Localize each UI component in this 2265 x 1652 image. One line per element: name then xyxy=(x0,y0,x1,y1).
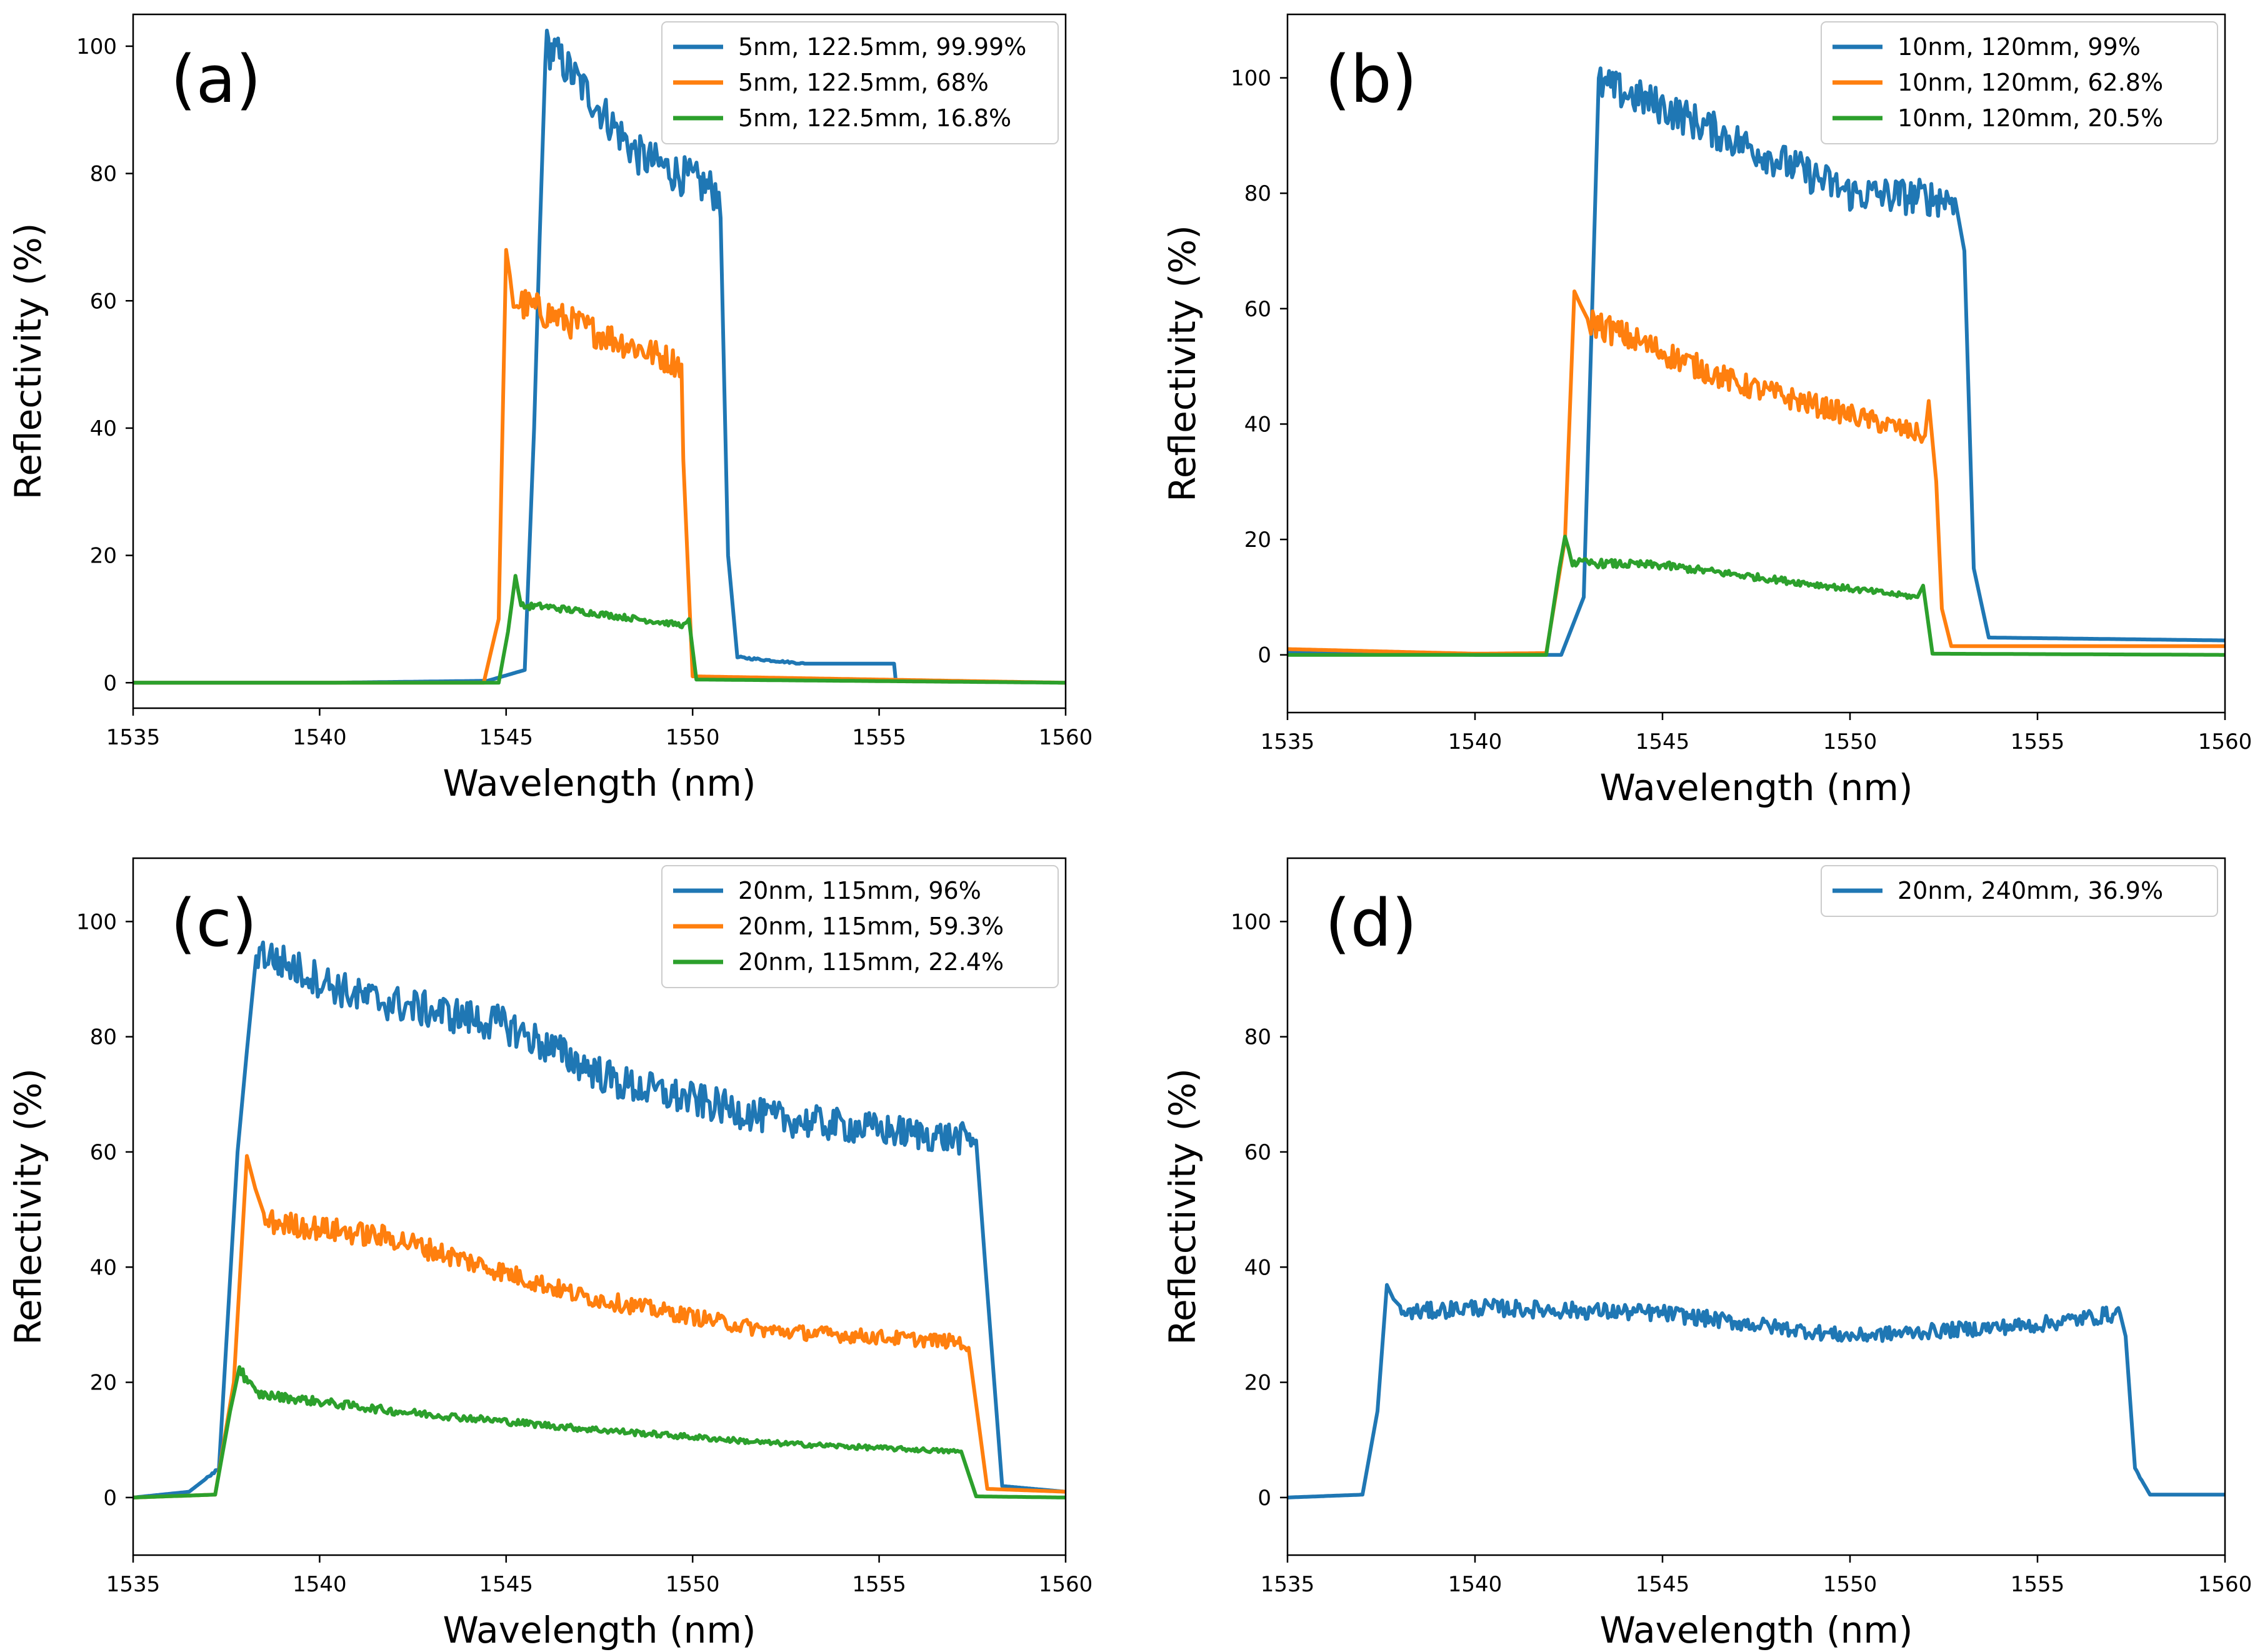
panel-label: (c) xyxy=(171,885,257,961)
legend-entry: 20nm, 115mm, 96% xyxy=(738,877,981,904)
y-tick-label: 100 xyxy=(76,909,117,934)
series-line-3 xyxy=(1288,534,2225,657)
x-tick-label: 1540 xyxy=(292,1572,347,1597)
y-tick-label: 100 xyxy=(76,34,117,59)
chart-panel-1: 1535 1540 1545 1550 1555 1560 0 20 40 60 80 100 Wave… xyxy=(7,13,1093,804)
y-axis-label: Reflectivity (%) xyxy=(7,223,49,500)
x-tick-label: 1545 xyxy=(1636,1572,1690,1597)
legend-entry: 5nm, 122.5mm, 99.99% xyxy=(738,33,1026,61)
legend-box xyxy=(661,21,1059,144)
chart-panel-4: 1535 1540 1545 1550 1555 1560 0 20 40 60 80 100 Wave… xyxy=(1161,857,2252,1651)
x-tick-label: 1550 xyxy=(1823,729,1878,754)
x-axis-label: Wavelength (nm) xyxy=(1599,1609,1912,1651)
x-tick-label: 1560 xyxy=(1039,1572,1093,1597)
y-tick-label: 0 xyxy=(1258,643,1271,668)
y-tick-label: 20 xyxy=(90,544,117,569)
x-tick-label: 1550 xyxy=(666,725,720,750)
series-line-3 xyxy=(133,1365,1066,1499)
x-tick-label: 1560 xyxy=(2198,1572,2252,1597)
y-tick-label: 80 xyxy=(1244,181,1271,206)
plot-frame xyxy=(132,13,1067,709)
plot-frame xyxy=(1286,857,2226,1556)
chart-panel-2: 1535 1540 1545 1550 1555 1560 0 20 40 60 80 100 Wave… xyxy=(1161,13,2252,809)
plot-frame xyxy=(1286,13,2226,714)
legend-entry: 20nm, 115mm, 59.3% xyxy=(738,913,1004,940)
x-tick-label: 1555 xyxy=(852,1572,906,1597)
legend-entry: 5nm, 122.5mm, 16.8% xyxy=(738,104,1011,132)
x-tick-label: 1545 xyxy=(479,1572,534,1597)
x-tick-label: 1560 xyxy=(1039,725,1093,750)
y-tick-label: 60 xyxy=(1244,1140,1271,1165)
y-tick-label: 0 xyxy=(1258,1486,1271,1511)
y-tick-label: 20 xyxy=(1244,528,1271,553)
y-tick-label: 20 xyxy=(90,1371,117,1396)
legend-entry: 20nm, 115mm, 22.4% xyxy=(738,948,1004,976)
series-line-1 xyxy=(133,940,1066,1499)
x-tick-label: 1550 xyxy=(666,1572,720,1597)
panel-label: (b) xyxy=(1325,41,1417,118)
y-axis-label: Reflectivity (%) xyxy=(7,1068,49,1345)
series-line-2 xyxy=(1288,289,2225,656)
panel-label: (a) xyxy=(171,41,261,118)
y-tick-label: 40 xyxy=(90,416,117,441)
y-tick-label: 60 xyxy=(90,289,117,314)
legend-box xyxy=(1821,21,2218,144)
x-tick-label: 1540 xyxy=(1448,729,1502,754)
series-line-1 xyxy=(1288,1283,2225,1499)
legend-entry: 20nm, 240mm, 36.9% xyxy=(1898,877,2163,904)
y-tick-label: 80 xyxy=(90,1025,117,1050)
x-axis-label: Wavelength (nm) xyxy=(442,1609,756,1651)
legend-entry: 5nm, 122.5mm, 68% xyxy=(738,69,989,96)
y-tick-label: 80 xyxy=(90,162,117,187)
x-tick-label: 1545 xyxy=(1636,729,1690,754)
x-axis-label: Wavelength (nm) xyxy=(442,762,756,804)
y-tick-label: 20 xyxy=(1244,1371,1271,1396)
y-axis-label: Reflectivity (%) xyxy=(1161,225,1204,502)
y-tick-label: 60 xyxy=(90,1140,117,1165)
x-tick-label: 1545 xyxy=(479,725,534,750)
x-tick-label: 1535 xyxy=(106,1572,161,1597)
y-tick-label: 60 xyxy=(1244,297,1271,322)
legend-box xyxy=(661,865,1059,988)
x-tick-label: 1535 xyxy=(1261,1572,1315,1597)
x-tick-label: 1555 xyxy=(2011,1572,2065,1597)
x-axis-label: Wavelength (nm) xyxy=(1599,766,1912,809)
y-tick-label: 0 xyxy=(103,671,117,696)
x-tick-label: 1555 xyxy=(2011,729,2065,754)
y-tick-label: 40 xyxy=(1244,412,1271,437)
legend-entry: 10nm, 120mm, 99% xyxy=(1898,33,2141,61)
legend-entry: 10nm, 120mm, 62.8% xyxy=(1898,69,2163,96)
y-axis-label: Reflectivity (%) xyxy=(1161,1068,1204,1345)
series-line-2 xyxy=(133,1154,1066,1499)
y-tick-label: 80 xyxy=(1244,1025,1271,1050)
x-tick-label: 1540 xyxy=(1448,1572,1502,1597)
legend-entry: 10nm, 120mm, 20.5% xyxy=(1898,104,2163,132)
x-tick-label: 1555 xyxy=(852,725,906,750)
x-tick-label: 1550 xyxy=(1823,1572,1878,1597)
plot-frame xyxy=(132,857,1067,1556)
x-tick-label: 1540 xyxy=(292,725,347,750)
panel-label: (d) xyxy=(1325,885,1417,961)
y-tick-label: 100 xyxy=(1231,909,1271,934)
x-tick-label: 1535 xyxy=(106,725,161,750)
series-line-3 xyxy=(133,574,1066,685)
chart-panel-3: 1535 1540 1545 1550 1555 1560 0 20 40 60 80 100 Wave… xyxy=(7,857,1093,1651)
y-tick-label: 40 xyxy=(1244,1255,1271,1280)
series-line-1 xyxy=(1288,66,2225,657)
legend-box xyxy=(1821,865,2218,917)
x-tick-label: 1535 xyxy=(1261,729,1315,754)
y-tick-label: 0 xyxy=(103,1486,117,1511)
y-tick-label: 40 xyxy=(90,1255,117,1280)
x-tick-label: 1560 xyxy=(2198,729,2252,754)
y-tick-label: 100 xyxy=(1231,66,1271,91)
